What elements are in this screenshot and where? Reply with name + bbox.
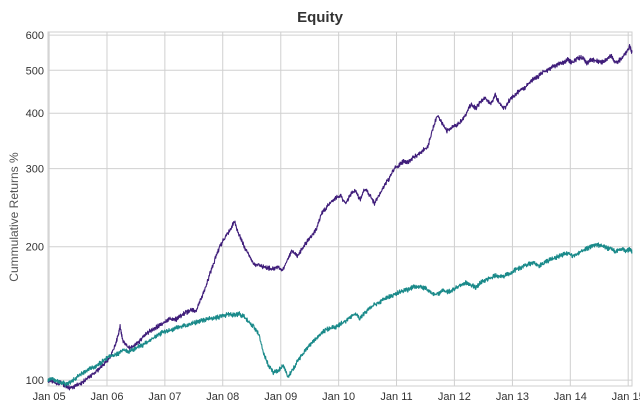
x-tick-label: Jan 11 — [380, 391, 412, 403]
tick-labels: Jan 05 Jan 06 Jan 07 Jan 08 Jan 09 Jan 10 Jan … — [26, 30, 640, 403]
x-tick-label: Jan 06 — [90, 391, 123, 403]
series-line-1 — [47, 43, 633, 391]
y-tick-label: 300 — [26, 164, 44, 176]
x-tick-label: Jan 14 — [554, 391, 587, 403]
x-tick-label: Jan 05 — [33, 391, 66, 403]
y-tick-label: 200 — [26, 242, 44, 254]
x-tick-label: Jan 08 — [206, 391, 239, 403]
x-tick-label: Jan 12 — [438, 391, 471, 403]
x-tick-label: Jan 13 — [496, 391, 529, 403]
x-tick-label: Jan 15 — [612, 391, 640, 403]
y-tick-label: 600 — [26, 30, 44, 42]
x-tick-label: Jan 07 — [148, 391, 181, 403]
y-tick-label: 400 — [26, 108, 44, 120]
plot-frame — [47, 31, 633, 387]
y-tick-label: 100 — [26, 375, 44, 387]
y-axis-label: Cummulative Returns % — [7, 152, 21, 282]
series-line-2 — [47, 242, 633, 387]
chart-title: Equity — [297, 9, 343, 26]
y-tick-label: 500 — [26, 65, 44, 77]
x-tick-label: Jan 09 — [264, 391, 297, 403]
grid-lines — [48, 32, 632, 386]
x-tick-label: Jan 10 — [322, 391, 355, 403]
series-lines — [47, 43, 633, 391]
